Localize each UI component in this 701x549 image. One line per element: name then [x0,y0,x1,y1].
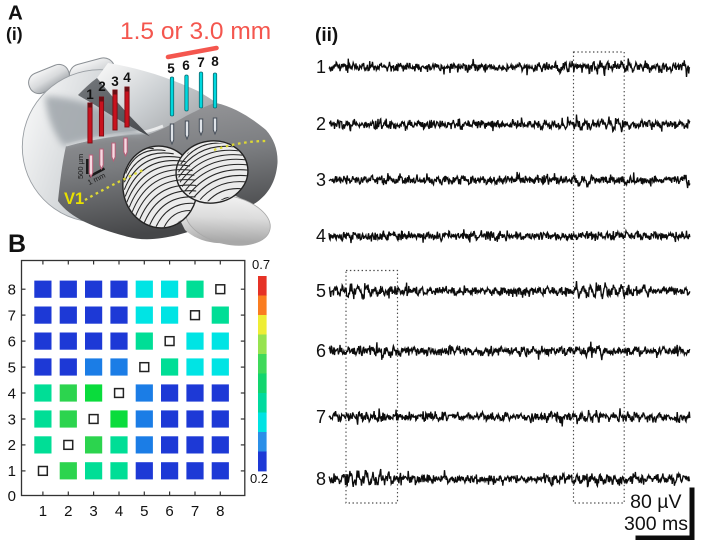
svg-text:1: 1 [86,87,94,102]
svg-text:500 µm: 500 µm [76,154,85,179]
svg-text:5: 5 [140,503,148,520]
svg-text:V1: V1 [64,190,84,208]
svg-text:A: A [8,2,23,25]
svg-text:300 ms: 300 ms [624,513,688,535]
svg-text:2: 2 [64,503,72,520]
svg-text:6: 6 [316,341,326,361]
svg-text:3: 3 [111,74,119,89]
svg-text:3: 3 [8,411,16,428]
svg-text:2: 2 [316,114,326,134]
svg-text:80 µV: 80 µV [630,491,681,513]
svg-text:6: 6 [165,503,173,520]
svg-text:8: 8 [316,469,326,489]
svg-text:0.7: 0.7 [252,257,270,272]
svg-text:7: 7 [8,307,16,324]
svg-text:5: 5 [316,281,326,301]
svg-text:1: 1 [316,57,326,77]
svg-text:(i): (i) [6,24,23,44]
svg-text:0: 0 [8,488,16,505]
svg-text:3: 3 [316,170,326,190]
svg-text:3: 3 [89,503,97,520]
svg-text:7: 7 [197,55,205,70]
svg-text:0.2: 0.2 [250,471,268,486]
svg-text:6: 6 [182,58,190,73]
svg-text:1.5 or 3.0 mm: 1.5 or 3.0 mm [120,18,271,45]
svg-text:1: 1 [8,463,16,480]
svg-text:B: B [8,230,26,258]
svg-text:6: 6 [8,333,16,350]
svg-text:4: 4 [115,503,123,520]
svg-text:8: 8 [211,54,219,69]
svg-text:(ii): (ii) [315,25,338,46]
svg-text:4: 4 [123,70,131,85]
svg-text:4: 4 [8,385,16,402]
svg-text:7: 7 [316,407,326,427]
svg-text:8: 8 [8,282,16,299]
svg-text:5: 5 [167,61,175,76]
svg-text:5: 5 [8,359,16,376]
svg-text:4: 4 [316,226,326,246]
svg-text:2: 2 [8,437,16,454]
svg-text:8: 8 [216,503,224,520]
svg-text:7: 7 [191,503,199,520]
svg-text:1: 1 [39,503,47,520]
svg-text:2: 2 [98,79,106,94]
